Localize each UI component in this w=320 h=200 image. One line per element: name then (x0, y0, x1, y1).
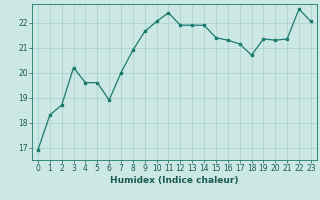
X-axis label: Humidex (Indice chaleur): Humidex (Indice chaleur) (110, 176, 239, 185)
